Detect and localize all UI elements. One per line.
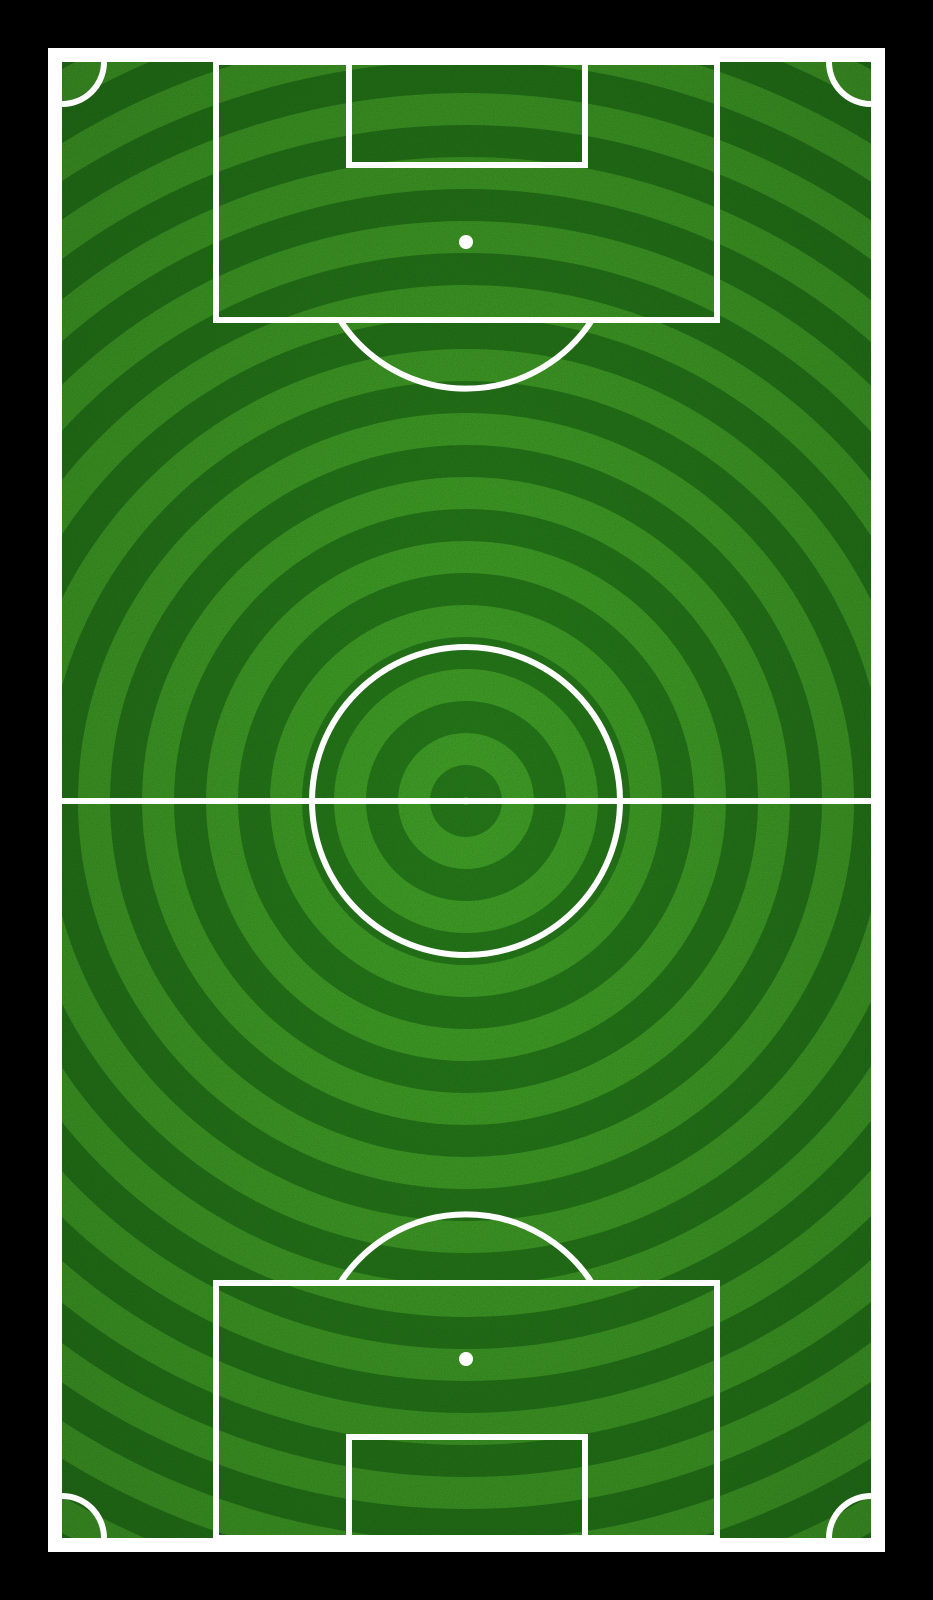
corner-arc-bottom-left [61, 1493, 107, 1539]
top-penalty-spot [459, 235, 473, 249]
pitch-markings [48, 48, 885, 1552]
top-penalty-arc [337, 318, 595, 392]
corner-arc-top-right [826, 61, 872, 107]
center-circle [309, 644, 623, 958]
bottom-goal-area [346, 1434, 588, 1541]
corner-arc-bottom-right [826, 1493, 872, 1539]
corner-arc-top-left [61, 61, 107, 107]
bottom-penalty-arc [337, 1211, 595, 1285]
touchline-boundary [48, 48, 885, 1552]
bottom-penalty-spot [459, 1352, 473, 1366]
top-goal-area [346, 59, 588, 168]
